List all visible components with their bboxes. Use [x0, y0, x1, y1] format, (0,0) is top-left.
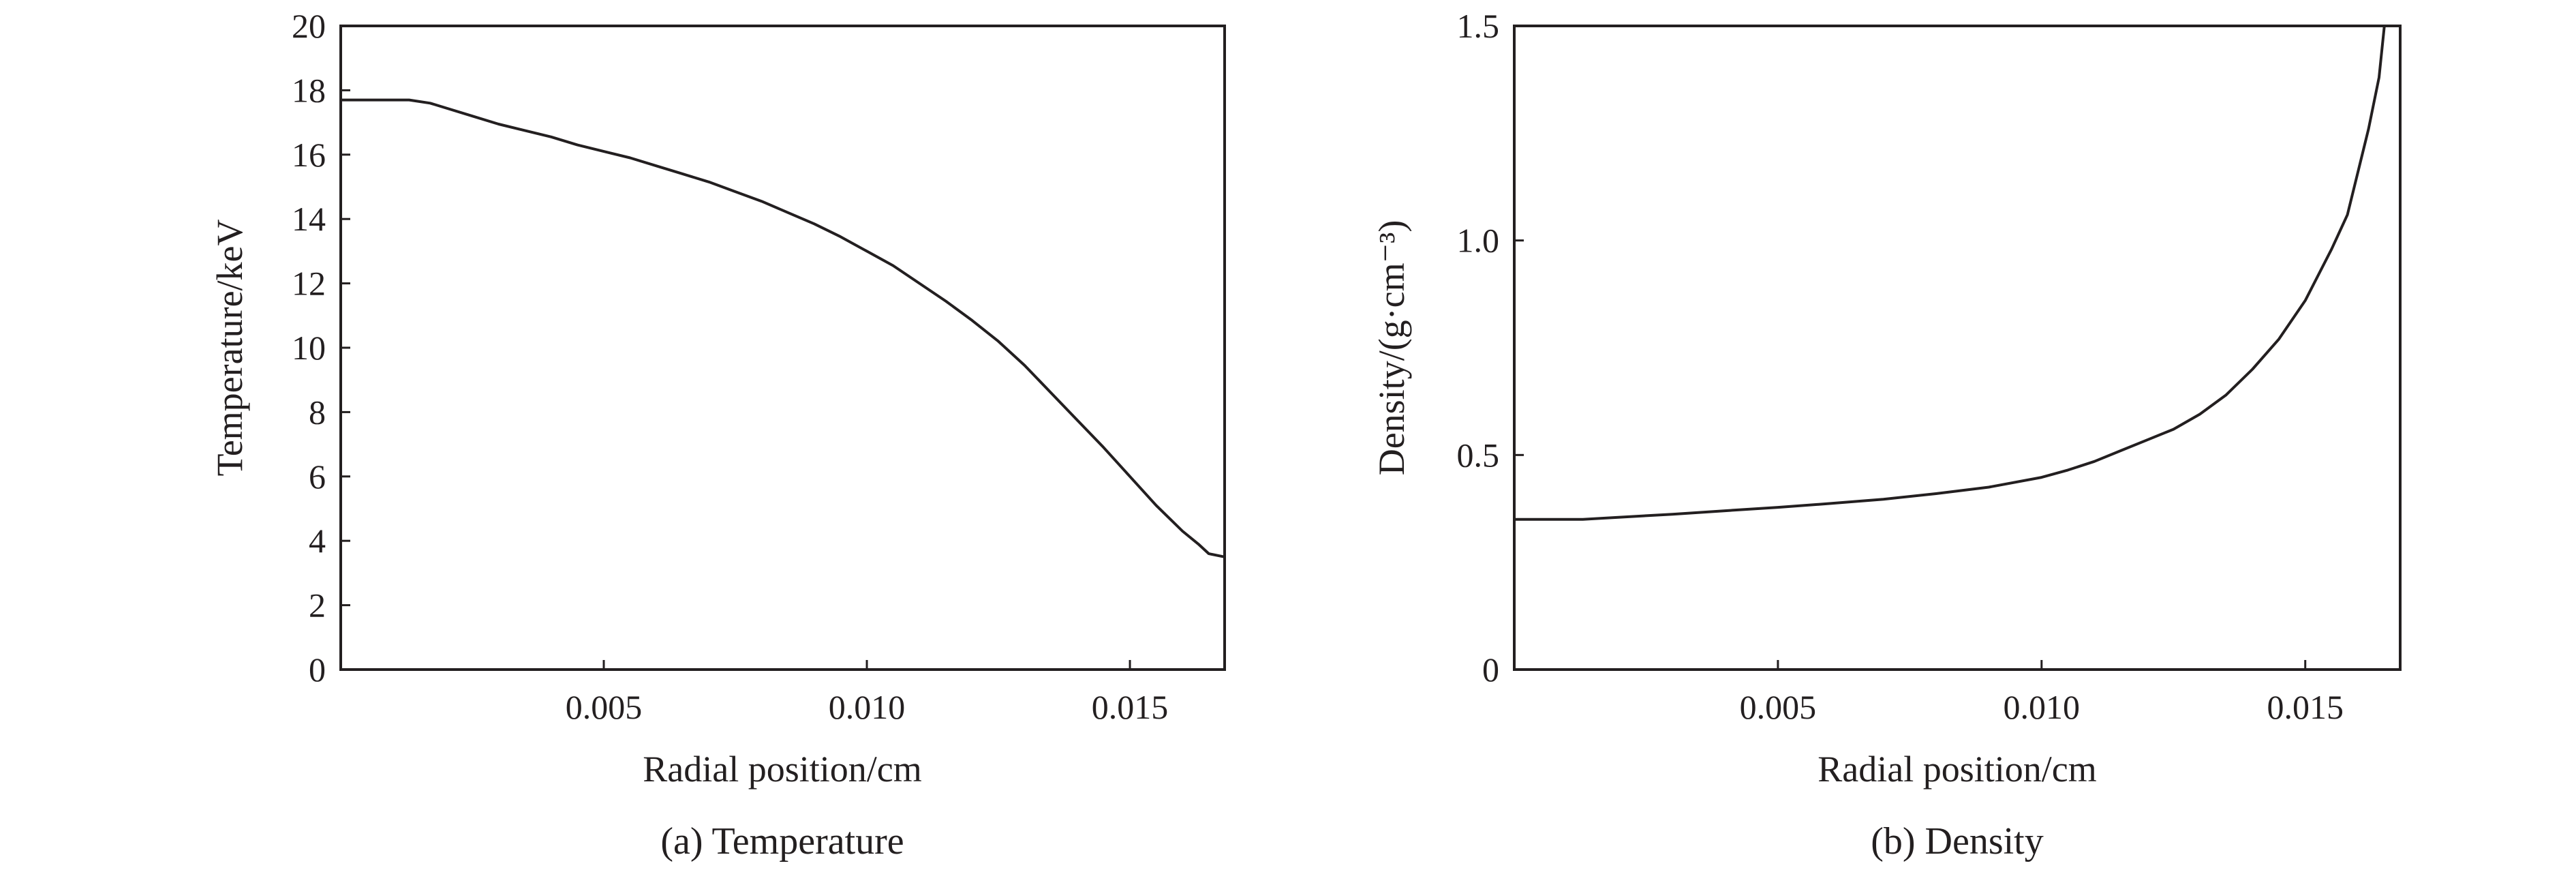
temperature-y-tick-label: 6 — [309, 457, 326, 496]
density-y-axis-label: Density/(g·cm⁻³) — [1371, 220, 1412, 476]
temperature-y-tick-label: 16 — [292, 136, 326, 174]
density-x-tick-label: 0.015 — [2267, 688, 2344, 726]
temperature-x-tick-label: 0.010 — [829, 688, 906, 726]
temperature-y-tick-label: 12 — [292, 265, 326, 303]
density-y-tick-label: 0.5 — [1457, 436, 1500, 474]
temperature-x-axis-label: Radial position/cm — [643, 749, 921, 790]
temperature-y-axis-label: Temperature/keV — [209, 219, 250, 476]
density-x-axis-label: Radial position/cm — [1818, 749, 2096, 790]
density-y-tick-label: 1.5 — [1457, 7, 1500, 45]
density-y-tick-label: 0 — [1482, 650, 1499, 689]
temperature-y-tick-label: 0 — [309, 650, 326, 689]
temperature-y-tick-label: 8 — [309, 393, 326, 431]
density-panel: 0 0.5 1.0 1.5 0.005 0.010 0.015 Density/(g·cm… — [1371, 7, 2402, 862]
density-plot-frame — [1513, 25, 2402, 671]
temperature-y-tick-label: 20 — [292, 7, 326, 45]
temperature-x-tick-label: 0.015 — [1092, 688, 1169, 726]
temperature-y-tick-label: 14 — [292, 200, 326, 238]
density-x-tick-label: 0.005 — [1740, 688, 1817, 726]
temperature-y-ticks: 0 2 4 6 8 10 12 14 16 18 20 — [292, 7, 350, 689]
density-x-tick-label: 0.010 — [2004, 688, 2081, 726]
temperature-y-tick-label: 2 — [309, 586, 326, 625]
temperature-y-tick-label: 18 — [292, 71, 326, 109]
temperature-x-ticks: 0.005 0.010 0.015 — [566, 660, 1169, 726]
density-y-tick-label: 1.0 — [1457, 222, 1500, 260]
temperature-caption: (a) Temperature — [660, 820, 904, 862]
temperature-y-tick-label: 4 — [309, 522, 326, 560]
density-series-line — [1514, 25, 2386, 521]
temperature-panel: 0 2 4 6 8 10 12 14 16 18 20 0.005 0.010 0.015 Temper… — [209, 7, 1226, 862]
temperature-y-tick-label: 10 — [292, 329, 326, 367]
density-x-ticks: 0.005 0.010 0.015 — [1740, 660, 2344, 726]
temperature-series-line — [341, 98, 1225, 558]
density-caption: (b) Density — [1871, 820, 2044, 862]
density-y-ticks: 0 0.5 1.0 1.5 — [1457, 7, 1524, 689]
temperature-plot-frame — [339, 25, 1226, 671]
temperature-x-tick-label: 0.005 — [566, 688, 643, 726]
